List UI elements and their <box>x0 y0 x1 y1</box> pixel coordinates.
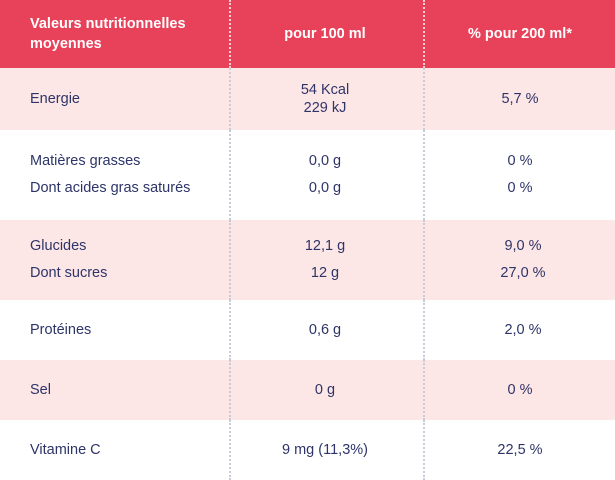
per100-cell: 54 Kcal 229 kJ <box>230 68 420 130</box>
header-per-100ml: pour 100 ml <box>230 0 420 68</box>
header-col1-line2: moyennes <box>30 36 102 52</box>
table-row-carbs: Glucides Dont sucres 12,1 g 12 g 9,0 % 2… <box>0 220 615 300</box>
row-label: Vitamine C <box>30 441 101 458</box>
column-divider <box>423 300 425 360</box>
table-row-proteins: Protéines 0,6 g 2,0 % <box>0 300 615 360</box>
column-divider <box>423 220 425 300</box>
per200-value: 2,0 % <box>504 321 542 338</box>
per100-value: 9 mg (11,3%) <box>282 441 368 458</box>
column-divider <box>423 360 425 420</box>
column-divider <box>423 420 425 480</box>
per200-value: 22,5 % <box>497 441 543 458</box>
per100-cell: 0,6 g <box>230 300 420 360</box>
header-col2-label: pour 100 ml <box>284 26 366 42</box>
row-label: Matières grasses <box>30 153 141 169</box>
row-label-cell: Vitamine C <box>30 420 225 480</box>
row-label: Dont sucres <box>30 265 108 281</box>
header-nutrition-values: Valeurs nutritionnelles moyennes <box>30 0 225 68</box>
row-label: Protéines <box>30 321 92 338</box>
row-label: Sel <box>30 381 51 398</box>
column-divider <box>229 300 231 360</box>
row-label-cell: Matières grasses Dont acides gras saturé… <box>30 130 225 220</box>
column-divider <box>229 130 231 220</box>
per100-value: 12,1 g <box>304 238 346 254</box>
per200-cell: 2,0 % <box>425 300 615 360</box>
per200-value: 9,0 % <box>504 238 542 254</box>
header-per-200ml: % pour 200 ml* <box>425 0 615 68</box>
column-divider <box>229 420 231 480</box>
per100-cell: 9 mg (11,3%) <box>230 420 420 480</box>
column-divider <box>423 0 425 68</box>
per200-value: 0 % <box>507 180 533 196</box>
table-row-vitamin-c: Vitamine C 9 mg (11,3%) 22,5 % <box>0 420 615 480</box>
table-row-salt: Sel 0 g 0 % <box>0 360 615 420</box>
per200-value: 5,7 % <box>501 90 539 107</box>
column-divider <box>229 0 231 68</box>
per100-cell: 12,1 g 12 g <box>230 220 420 300</box>
row-label-cell: Sel <box>30 360 225 420</box>
per100-value: 0,0 g <box>308 180 342 196</box>
per200-cell: 5,7 % <box>425 68 615 130</box>
column-divider <box>423 68 425 130</box>
column-divider <box>229 360 231 420</box>
row-label-cell: Glucides Dont sucres <box>30 220 225 300</box>
row-label-cell: Energie <box>30 68 225 130</box>
header-col3-label: % pour 200 ml* <box>468 26 572 42</box>
per200-cell: 22,5 % <box>425 420 615 480</box>
per100-cell: 0,0 g 0,0 g <box>230 130 420 220</box>
per200-cell: 0 % 0 % <box>425 130 615 220</box>
per200-value: 0 % <box>507 153 533 169</box>
per200-value: 0 % <box>507 381 533 398</box>
table-row-energy: Energie 54 Kcal 229 kJ 5,7 % <box>0 68 615 130</box>
header-col1-line1: Valeurs nutritionnelles <box>30 16 186 32</box>
table-header: Valeurs nutritionnelles moyennes pour 10… <box>0 0 615 68</box>
table-row-fats: Matières grasses Dont acides gras saturé… <box>0 130 615 220</box>
column-divider <box>423 130 425 220</box>
column-divider <box>229 68 231 130</box>
energy-kcal-value: 54 Kcal <box>300 82 350 98</box>
per100-cell: 0 g <box>230 360 420 420</box>
per100-value: 0 g <box>314 381 336 398</box>
row-label-cell: Protéines <box>30 300 225 360</box>
per200-cell: 9,0 % 27,0 % <box>425 220 615 300</box>
per100-value: 12 g <box>310 265 340 281</box>
column-divider <box>229 220 231 300</box>
energy-kj-value: 229 kJ <box>303 100 347 116</box>
per100-value: 0,6 g <box>308 321 342 338</box>
row-label: Glucides <box>30 238 87 254</box>
per200-cell: 0 % <box>425 360 615 420</box>
per200-value: 27,0 % <box>500 265 546 281</box>
row-label: Energie <box>30 90 80 107</box>
per100-value: 0,0 g <box>308 153 342 169</box>
row-label: Dont acides gras saturés <box>30 180 191 196</box>
